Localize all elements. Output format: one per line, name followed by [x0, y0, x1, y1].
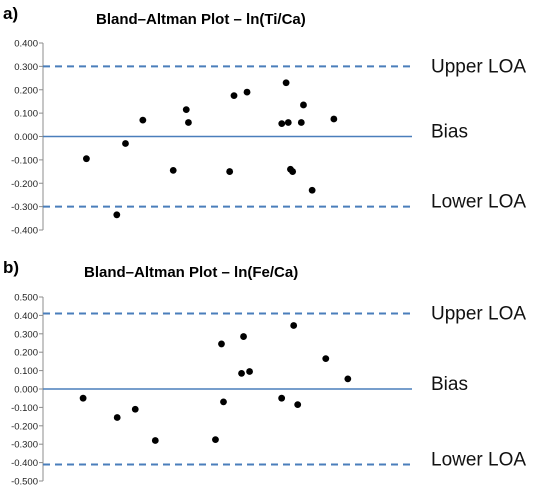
panel-a-bias-label: Bias: [431, 122, 468, 143]
y-tick-label: -0.100: [11, 403, 38, 414]
data-point: [113, 211, 121, 219]
data-point: [122, 140, 129, 147]
y-tick-label: -0.100: [11, 155, 38, 166]
panel-a-y-axis: 0.400 0.300 0.200 0.100 0.000 -0.100 -0.200 -0.…: [11, 39, 44, 237]
data-point: [289, 168, 297, 175]
data-point: [246, 368, 253, 375]
panel-a-label: a): [3, 4, 18, 23]
y-tick-label: -0.200: [11, 179, 38, 190]
y-tick-label: 0.100: [14, 366, 38, 377]
data-point: [139, 116, 147, 124]
y-tick-label: 0.500: [14, 293, 38, 304]
y-tick-label: -0.400: [11, 458, 38, 469]
panel-a-lower-loa-label: Lower LOA: [431, 192, 526, 213]
data-point: [282, 79, 290, 87]
y-tick-label: 0.200: [14, 348, 38, 359]
data-point: [344, 375, 352, 383]
panel-b-reference-lines: [43, 312, 412, 466]
data-point: [113, 414, 121, 421]
y-tick-label: -0.300: [11, 202, 38, 213]
panel-b-y-axis: 0.500 0.400 0.300 0.200 0.100 0.000 -0.100 -0.2…: [11, 293, 44, 488]
data-point: [185, 119, 192, 126]
data-point: [243, 88, 251, 96]
y-tick-label: -0.500: [11, 477, 38, 488]
data-point: [278, 120, 286, 128]
data-point: [220, 398, 227, 406]
panel-a-points: [83, 79, 338, 219]
data-point: [230, 92, 238, 99]
data-point: [218, 340, 225, 348]
data-point: [83, 155, 90, 163]
data-point: [240, 333, 247, 340]
y-tick-label: 0.000: [14, 385, 38, 396]
data-point: [182, 106, 190, 114]
data-point: [300, 101, 307, 109]
y-tick-label: 0.100: [14, 109, 38, 120]
y-tick-label: -0.300: [11, 440, 38, 451]
data-point: [330, 115, 338, 123]
y-tick-label: 0.300: [14, 62, 38, 73]
panel-a: a) Bland–Altman Plot – ln(Ti/Ca) 0.4000.…: [3, 4, 526, 237]
panel-b-title: Bland–Altman Plot – ln(Fe/Ca): [84, 264, 298, 281]
y-tick-label: 0.400: [14, 311, 38, 322]
panel-b-lower-loa-label: Lower LOA: [431, 449, 526, 470]
data-point: [151, 437, 159, 444]
y-tick-label: 0.000: [14, 132, 38, 143]
data-point: [290, 322, 298, 329]
panel-b-label: b): [3, 258, 19, 277]
panel-b-points: [79, 322, 352, 444]
data-point: [297, 119, 305, 126]
data-point: [131, 405, 139, 413]
y-tick-label: -0.400: [11, 226, 38, 237]
panel-b-upper-loa-label: Upper LOA: [431, 304, 526, 325]
panel-a-title: Bland–Altman Plot – ln(Ti/Ca): [96, 11, 306, 28]
data-point: [294, 401, 302, 409]
data-point: [284, 119, 292, 126]
data-point: [212, 436, 219, 443]
y-tick-label: 0.200: [14, 85, 38, 96]
data-point: [322, 355, 330, 363]
panel-b: b) Bland–Altman Plot – ln(Fe/Ca) 0.5000.…: [3, 258, 526, 488]
data-point: [278, 394, 286, 402]
panel-a-reference-lines: [43, 65, 412, 208]
data-point: [238, 369, 245, 377]
panel-a-upper-loa-label: Upper LOA: [431, 56, 526, 77]
panel-b-bias-label: Bias: [431, 374, 468, 395]
y-tick-label: 0.300: [14, 329, 38, 340]
y-tick-label: -0.200: [11, 421, 38, 432]
data-point: [79, 394, 87, 402]
data-point: [169, 166, 177, 174]
y-tick-label: 0.400: [14, 39, 38, 50]
data-point: [308, 186, 316, 194]
data-point: [226, 168, 234, 175]
